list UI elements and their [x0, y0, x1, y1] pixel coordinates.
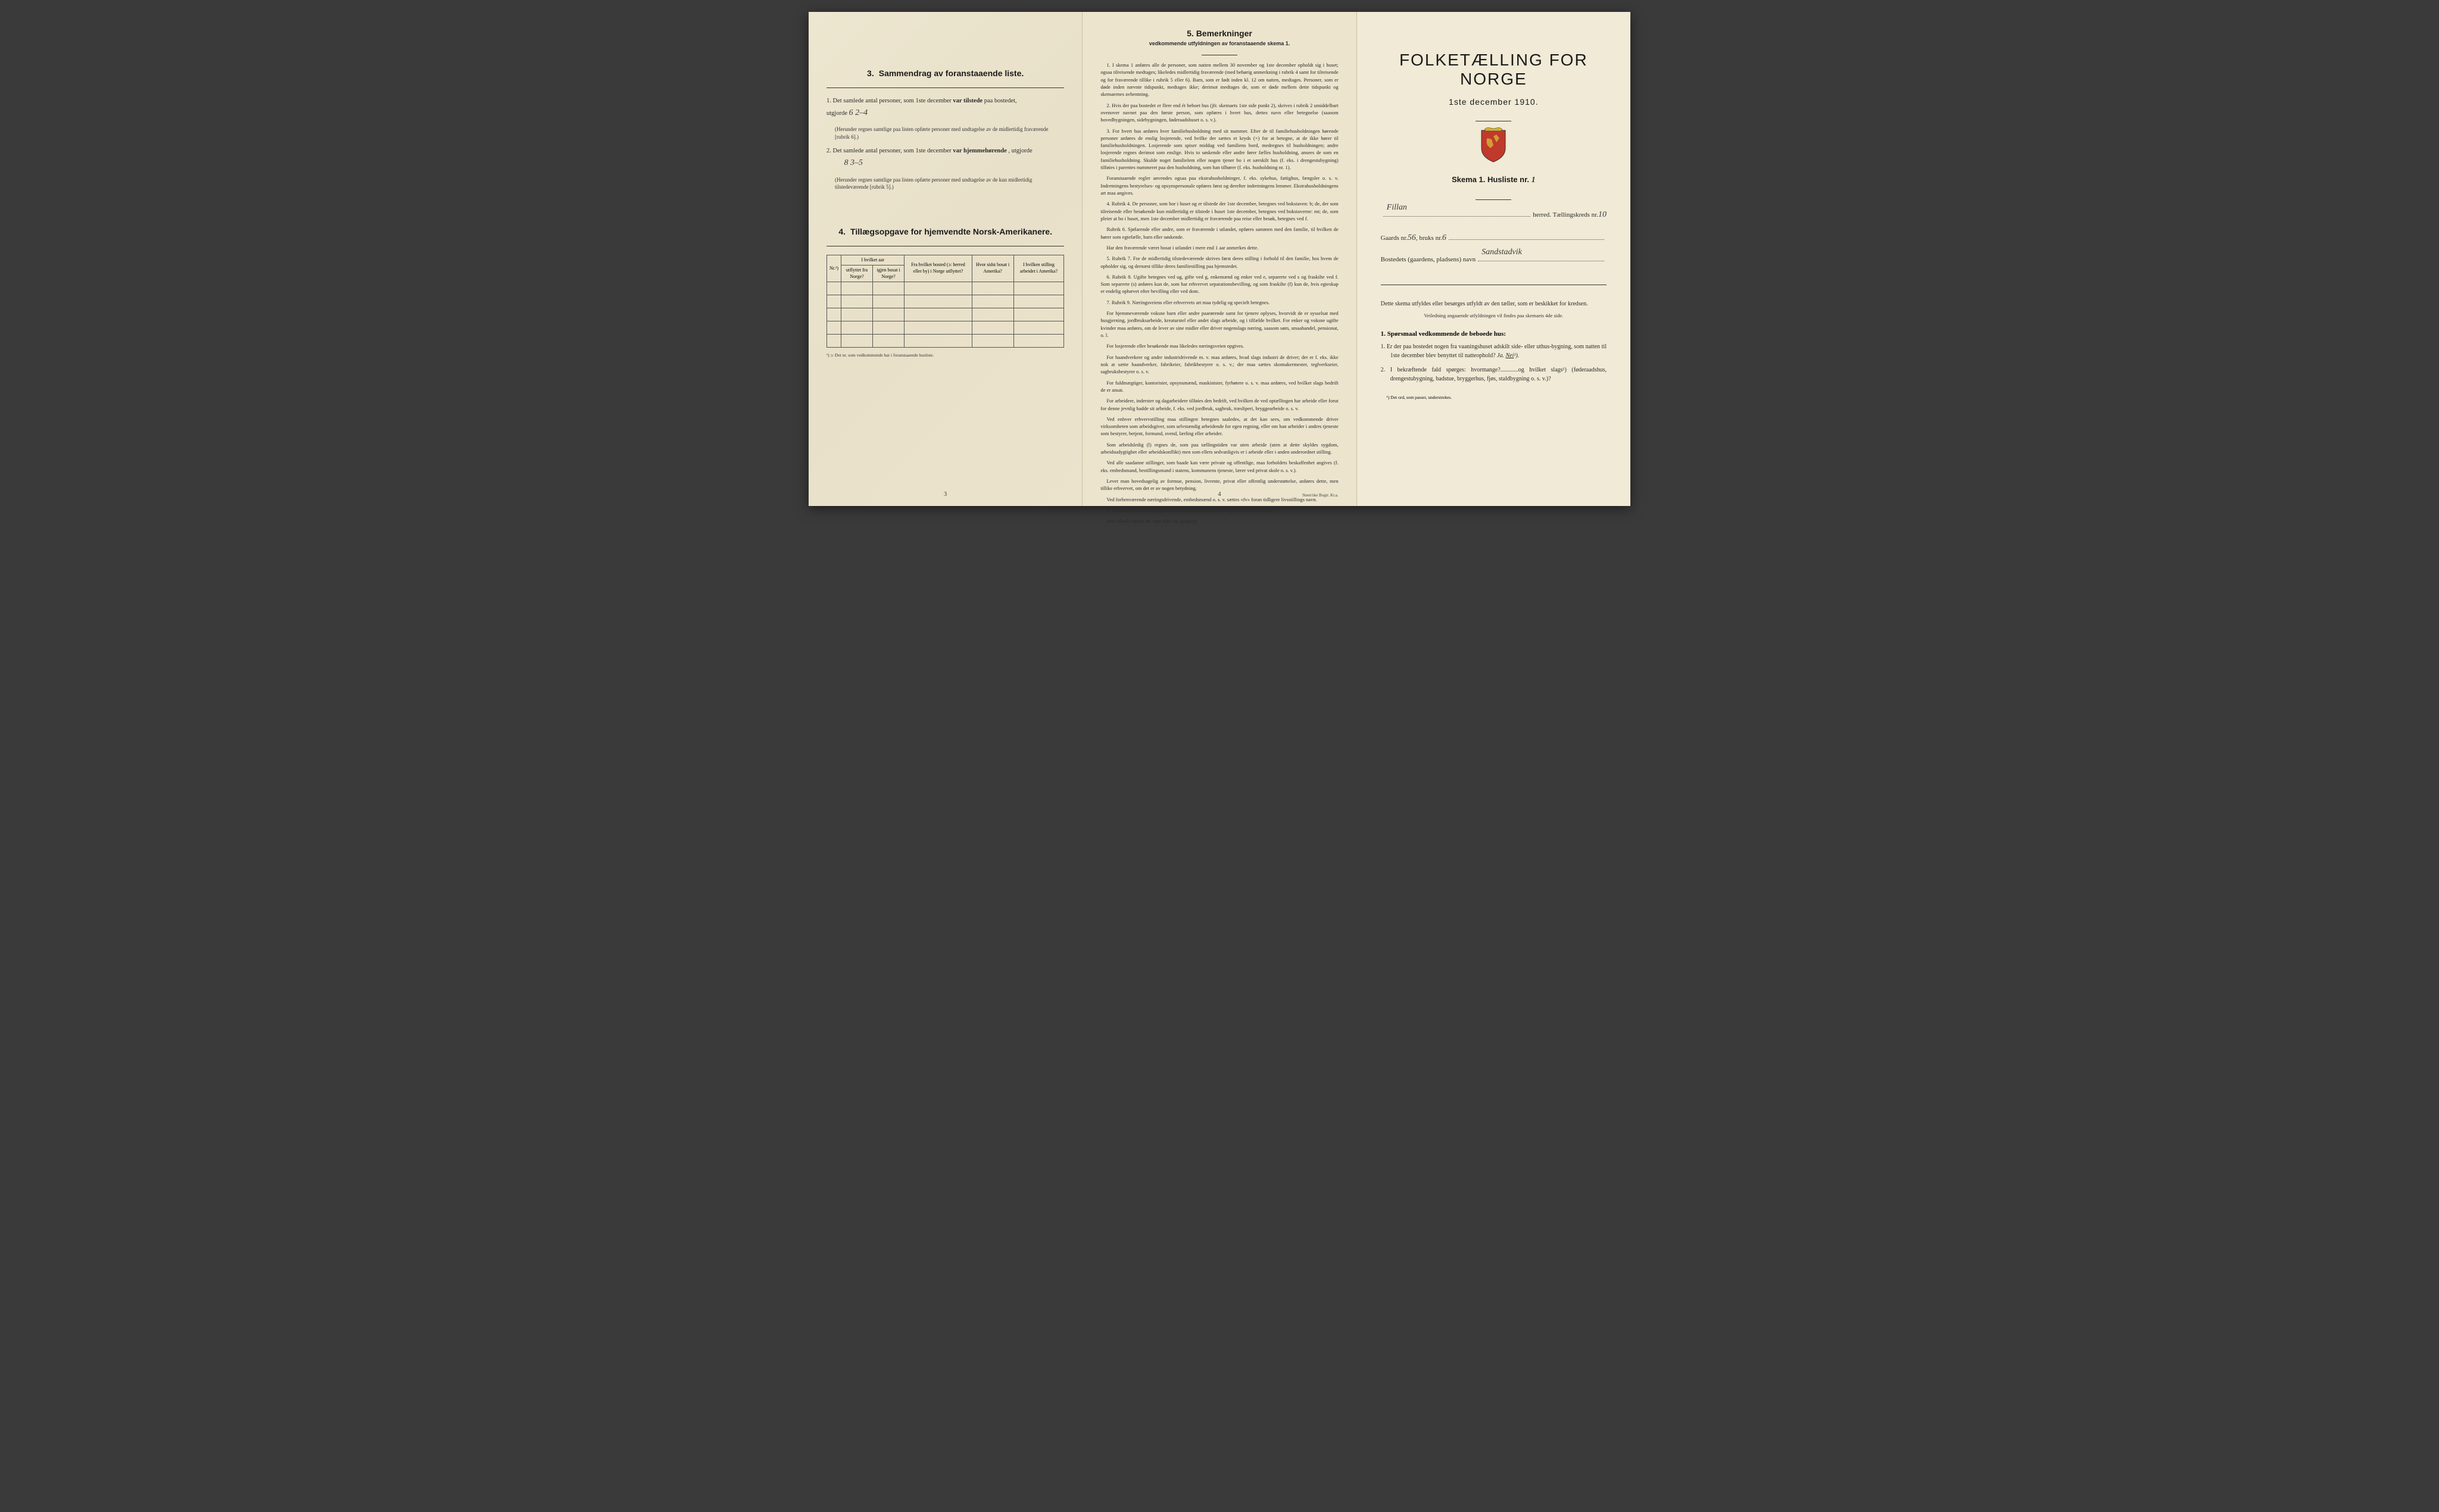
section-4: 4.Tillægsopgave for hjemvendte Norsk-Ame…: [826, 227, 1064, 358]
remarks-list: 1. I skema 1 anføres alle de personer, s…: [1100, 61, 1338, 525]
question-1: 1. Er der paa bostedet nogen fra vaaning…: [1381, 342, 1607, 361]
section-3-title-text: Sammendrag av foranstaaende liste.: [879, 68, 1024, 78]
veiledning: Veiledning angaaende utfyldningen vil fi…: [1375, 313, 1613, 318]
col-stilling: I hvilken stilling arbeidet i Amerika?: [1013, 255, 1064, 282]
section-3: 3.Sammendrag av foranstaaende liste. 1. …: [826, 68, 1064, 191]
remark-item: 4. Rubrik 4. De personer, som bor i huse…: [1100, 200, 1338, 222]
handwritten-count-1: 6 2–4: [849, 108, 868, 117]
table-footnote: ¹) ɔ: Det nr. som vedkommende har i fora…: [826, 352, 1064, 358]
page-number-3: 3: [944, 491, 947, 498]
remark-item: 2. Hvis der paa bostedet er flere end ét…: [1100, 102, 1338, 124]
section-3-title: 3.Sammendrag av foranstaaende liste.: [826, 68, 1064, 78]
remark-item: 7. Rubrik 9. Næringsveiens eller erhverv…: [1100, 299, 1338, 306]
remark-item: 1. I skema 1 anføres alle de personer, s…: [1100, 61, 1338, 98]
remark-item: Ved enhver erhvervstilling maa stillinge…: [1100, 416, 1338, 438]
coat-of-arms-icon: [1479, 127, 1508, 163]
item1-bold: var tilstede: [953, 98, 983, 104]
skema-label: Skema 1. Husliste nr.: [1452, 175, 1529, 184]
col-amerika: Hvor sidst bosat i Amerika?: [972, 255, 1013, 282]
census-document: 3.Sammendrag av foranstaaende liste. 1. …: [809, 12, 1630, 506]
item2-bold: var hjemmehørende: [953, 148, 1006, 154]
label-gaards: Gaards nr.: [1381, 231, 1408, 245]
item2-text-c: , utgjorde: [1008, 148, 1032, 154]
note-1: (Herunder regnes samtlige paa listen opf…: [826, 126, 1064, 140]
q1-ja: Ja.: [1497, 352, 1504, 359]
page-left: 3.Sammendrag av foranstaaende liste. 1. …: [809, 12, 1083, 506]
remark-item: For haandverkere og andre industridriven…: [1100, 354, 1338, 376]
section-4-title: 4.Tillægsopgave for hjemvendte Norsk-Ame…: [826, 227, 1064, 236]
col-bosted: Fra hvilket bosted (ɔ: herred eller by) …: [905, 255, 972, 282]
instruction-para: Dette skema utfyldes eller besørges utfy…: [1381, 299, 1607, 309]
label-herred: herred. Tællingskreds nr.: [1533, 208, 1598, 222]
hw-herred: Fillan: [1387, 199, 1407, 217]
q1-nei: Nei: [1506, 352, 1514, 359]
remark-item: For losjerende eller besøkende maa likel…: [1100, 342, 1338, 349]
item-1: 1. Det samlede antal personer, som 1ste …: [826, 96, 1064, 120]
printer-mark: Steen'ske Bogtr. Kr.a.: [1302, 493, 1339, 498]
remark-item: 3. For hvert hus anføres hver familiehus…: [1100, 127, 1338, 171]
col-utflyttet: utflyttet fra Norge?: [841, 265, 873, 282]
section-5-title: 5. Bemerkninger: [1100, 29, 1338, 38]
item1-text-c: paa bostedet,: [984, 98, 1017, 104]
section-4-title-text: Tillægsopgave for hjemvendte Norsk-Ameri…: [850, 227, 1052, 236]
page-right: FOLKETÆLLING FOR NORGE 1ste december 191…: [1357, 12, 1630, 506]
item1-utg: utgjorde: [826, 110, 847, 117]
item-2: 2. Det samlede antal personer, som 1ste …: [826, 146, 1064, 170]
census-date: 1ste december 1910.: [1375, 97, 1613, 107]
remark-item: For fuldmægtiger, kontorister, opsynsmæn…: [1100, 379, 1338, 394]
remark-item: Lever man hovedsagelig av formue, pensio…: [1100, 477, 1338, 492]
amerikaner-table: Nr.¹) I hvilket aar Fra hvilket bosted (…: [826, 255, 1064, 348]
q-heading: 1. Spørsmaal vedkommende de beboede hus:: [1381, 330, 1607, 338]
remark-item: For hjemmeværende voksne barn eller andr…: [1100, 310, 1338, 339]
remark-item: For arbeidere, inderster og dagarbeidere…: [1100, 397, 1338, 412]
remark-item: 8. Rubrik 14. Sinker og lignende aandssl…: [1100, 507, 1338, 514]
remark-item: Har den fraværende været bosat i utlande…: [1100, 244, 1338, 251]
remark-item: 5. Rubrik 7. For de midlertidig tilstede…: [1100, 255, 1338, 270]
label-bosted: Bostedets (gaardens, pladsens) navn: [1381, 252, 1476, 267]
note-2: (Herunder regnes samtlige paa listen opf…: [826, 176, 1064, 191]
handwritten-count-2: 8 3–5: [844, 158, 863, 167]
label-bruks: , bruks nr.: [1416, 231, 1442, 245]
remark-item: 6. Rubrik 8. Ugifte betegnes ved ug, gif…: [1100, 273, 1338, 295]
hw-bosted: Sandstadvik: [1482, 243, 1522, 262]
skema-line: Skema 1. Husliste nr. 1: [1375, 175, 1613, 185]
col-nr: Nr.¹): [827, 255, 841, 282]
item1-text-a: 1. Det samlede antal personer, som 1ste …: [826, 98, 952, 104]
q1-text: 1. Er der paa bostedet nogen fra vaaning…: [1381, 343, 1607, 360]
col-bosat: igjen bosat i Norge?: [872, 265, 904, 282]
remark-item: Som arbeidsledig (l) regnes de, som paa …: [1100, 441, 1338, 456]
remark-item: Ved alle saadanne stillinger, som baade …: [1100, 459, 1338, 474]
hw-gaard: 56: [1408, 229, 1416, 248]
item2-text-a: 2. Det samlede antal personer, som 1ste …: [826, 148, 952, 154]
question-2: 2. I bekræftende fald spørges: hvormange…: [1381, 365, 1607, 384]
section-5-subtitle: vedkommende utfyldningen av foranstaaend…: [1100, 40, 1338, 46]
page-middle: 5. Bemerkninger vedkommende utfyldningen…: [1083, 12, 1356, 506]
husliste-nr: 1: [1532, 176, 1536, 185]
hw-bruks: 6: [1442, 229, 1446, 248]
remark-item: Rubrik 6. Sjøfarende eller andre, som er…: [1100, 226, 1338, 240]
remark-item: Som blinde regnes de, som ikke har gangs…: [1100, 517, 1338, 524]
main-title: FOLKETÆLLING FOR NORGE: [1375, 51, 1613, 89]
col-aar: I hvilket aar: [841, 255, 905, 265]
footnote-understrekes: ¹) Det ord, som passer, understrekes.: [1375, 395, 1613, 400]
page-number-4: 4: [1218, 491, 1221, 498]
remark-item: Foranstaaende regler anvendes ogsaa paa …: [1100, 174, 1338, 196]
questions: 1. Spørsmaal vedkommende de beboede hus:…: [1381, 330, 1607, 384]
header-fields: Fillan herred. Tællingskreds nr. 10 Gaar…: [1381, 206, 1607, 267]
q1-sup: ¹).: [1514, 352, 1519, 359]
hw-kreds: 10: [1598, 206, 1607, 224]
